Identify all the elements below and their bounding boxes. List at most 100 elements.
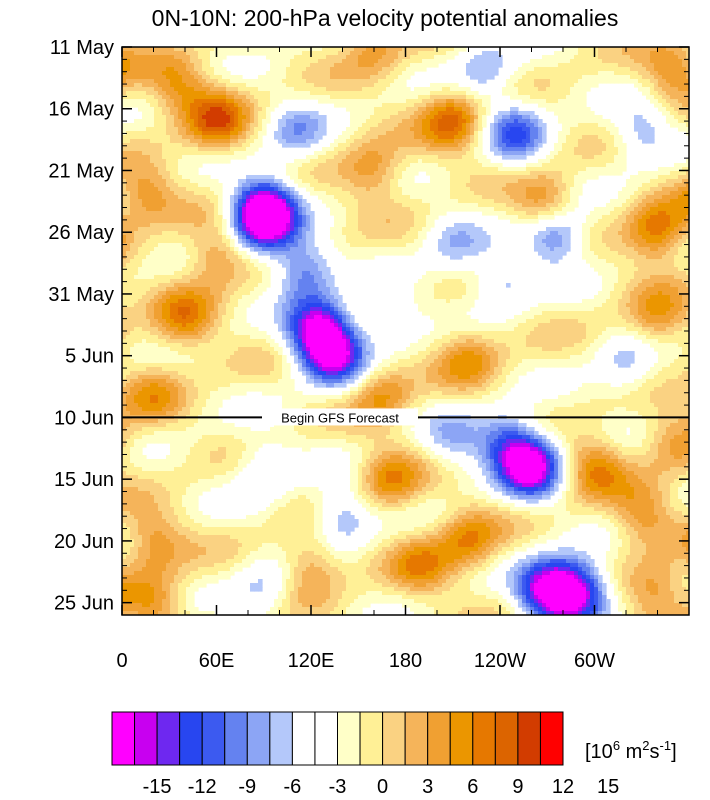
heat-cell (442, 83, 447, 88)
heat-cell (578, 83, 583, 88)
heat-cell (158, 219, 163, 224)
heat-cell (202, 191, 207, 196)
heat-cell (494, 151, 499, 156)
heat-cell (186, 199, 191, 204)
heat-cell (218, 215, 223, 220)
heat-cell (546, 67, 551, 72)
heat-cell (678, 171, 683, 176)
heat-cell (282, 119, 287, 124)
heat-cell (626, 183, 631, 188)
heat-cell (358, 135, 363, 140)
heat-cell (138, 67, 143, 72)
heat-cell (350, 159, 355, 164)
heat-cell (538, 187, 543, 192)
heat-cell (306, 183, 311, 188)
heat-cell (394, 47, 399, 52)
heat-cell (562, 139, 567, 144)
heat-cell (190, 147, 195, 152)
heat-cell (638, 51, 643, 56)
heat-cell (378, 179, 383, 184)
heat-cell (598, 155, 603, 160)
heat-cell (298, 143, 303, 148)
heat-cell (526, 195, 531, 200)
heat-cell (322, 199, 327, 204)
heat-cell (442, 55, 447, 60)
heat-cell (534, 131, 539, 136)
heat-cell (270, 191, 275, 196)
heat-cell (614, 63, 619, 68)
heat-cell (530, 127, 535, 132)
heat-cell (438, 119, 443, 124)
heat-cell (150, 191, 155, 196)
heat-cell (618, 135, 623, 140)
heat-cell (646, 183, 651, 188)
heat-cell (238, 91, 243, 96)
heat-cell (542, 59, 547, 64)
heat-cell (510, 187, 515, 192)
heat-cell (570, 79, 575, 84)
heat-cell (162, 199, 167, 204)
heat-cell (302, 207, 307, 212)
heat-cell (614, 155, 619, 160)
heat-cell (266, 87, 271, 92)
heat-cell (238, 151, 243, 156)
heat-cell (158, 91, 163, 96)
heat-cell (190, 67, 195, 72)
heat-cell (546, 203, 551, 208)
heat-cell (294, 203, 299, 208)
heat-cell (278, 87, 283, 92)
heat-cell (542, 191, 547, 196)
heat-cell (494, 211, 499, 216)
heat-cell (434, 143, 439, 148)
heat-cell (446, 147, 451, 152)
heat-cell (394, 195, 399, 200)
heat-cell (630, 187, 635, 192)
heat-cell (162, 131, 167, 136)
heat-cell (146, 63, 151, 68)
heat-cell (538, 95, 543, 100)
heat-cell (466, 63, 471, 68)
heat-cell (146, 203, 151, 208)
heat-cell (390, 139, 395, 144)
heat-cell (342, 51, 347, 56)
heat-cell (222, 55, 227, 60)
heat-cell (442, 59, 447, 64)
heat-cell (674, 191, 679, 196)
heat-cell (682, 103, 687, 108)
heat-cell (418, 135, 423, 140)
heat-cell (458, 179, 463, 184)
heat-cell (562, 163, 567, 168)
heat-cell (394, 131, 399, 136)
heat-cell (214, 99, 219, 104)
heat-cell (370, 51, 375, 56)
heat-cell (486, 159, 491, 164)
heat-cell (370, 191, 375, 196)
heat-cell (654, 71, 659, 76)
heat-cell (158, 175, 163, 180)
heat-cell (642, 139, 647, 144)
heat-cell (454, 179, 459, 184)
heat-cell (246, 179, 251, 184)
heat-cell (382, 159, 387, 164)
heat-cell (674, 123, 679, 128)
heat-cell (530, 123, 535, 128)
heat-cell (654, 211, 659, 216)
heat-cell (662, 67, 667, 72)
heat-cell (142, 79, 147, 84)
heat-cell (470, 115, 475, 120)
heat-cell (390, 155, 395, 160)
heat-cell (358, 47, 363, 52)
heat-cell (462, 107, 467, 112)
heat-cell (618, 139, 623, 144)
heat-cell (378, 91, 383, 96)
heat-cell (394, 163, 399, 168)
heat-cell (522, 67, 527, 72)
heat-cell (546, 87, 551, 92)
heat-cell (198, 147, 203, 152)
heat-cell (470, 119, 475, 124)
heat-cell (554, 187, 559, 192)
heat-cell (522, 183, 527, 188)
heat-cell (150, 75, 155, 80)
heat-cell (202, 151, 207, 156)
heat-cell (322, 83, 327, 88)
